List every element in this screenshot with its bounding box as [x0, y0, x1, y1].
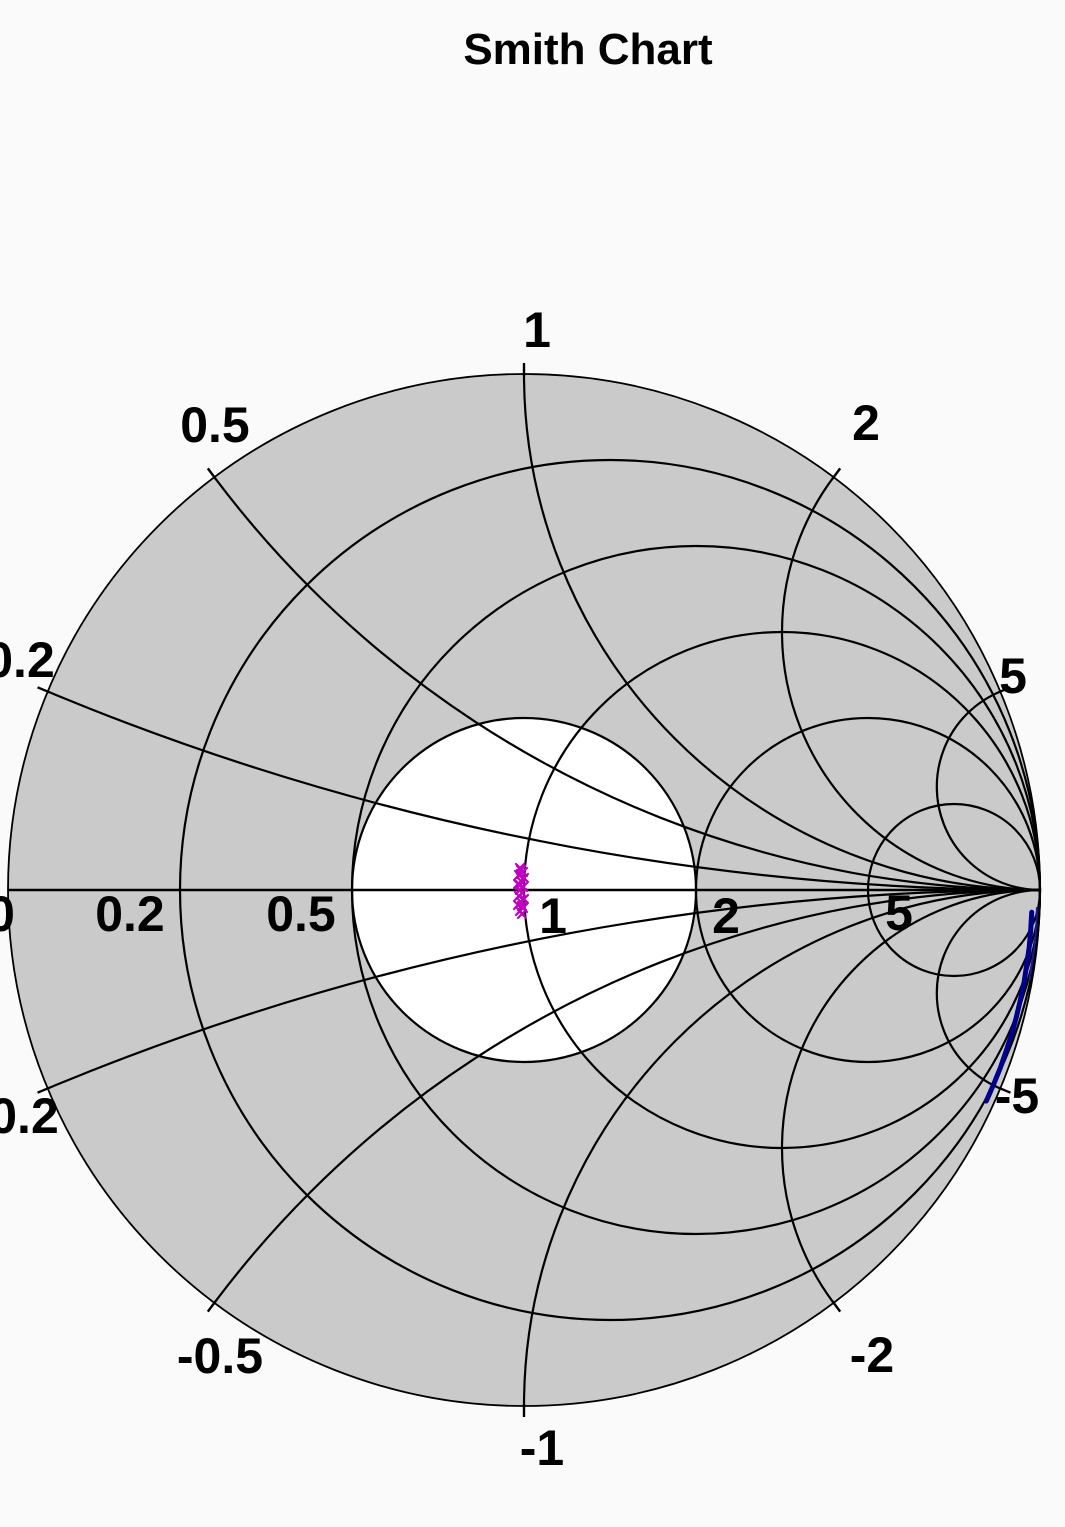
- rim-tick-0.2: [37, 686, 50, 694]
- reactance-label-1: 1: [523, 302, 551, 358]
- reactance-label--2: -2: [850, 1327, 894, 1383]
- reactance-arc-2: [780, 374, 1040, 892]
- resistance-label-2: 2: [712, 888, 740, 944]
- reactance-label--1: -1: [520, 1420, 564, 1476]
- reflective-capacitive-trace-thin: [1028, 907, 1038, 981]
- reflective-capacitive-trace-thin-line: [1028, 907, 1038, 981]
- resistance-label-1: 1: [539, 888, 567, 944]
- rim-tick-0.5: [206, 467, 217, 480]
- label-layer: 0 0.2 0.5 1 2 5 0.2 0.5 1 2 5 0.2 -0.5 -1 -2 -5: [0, 302, 1039, 1476]
- reactance-label--0.5: -0.5: [177, 1328, 263, 1384]
- rim-tick--0.5: [206, 1300, 217, 1313]
- reflective-capacitive-trace-line: [983, 909, 1035, 1104]
- marker-x: [516, 900, 528, 912]
- rim-tick--0.2: [37, 1086, 50, 1094]
- chart-title: Smith Chart: [463, 25, 713, 74]
- reactance-label--0.2: 0.2: [0, 1088, 59, 1144]
- reactance-label-0.2: 0.2: [0, 632, 55, 688]
- reactance-label-0.5: 0.5: [180, 397, 250, 453]
- reactance-arc--2: [780, 888, 1040, 1406]
- reactance-label-2: 2: [852, 395, 880, 451]
- rim-tick--2: [831, 1300, 842, 1313]
- rim-tick--5: [998, 1086, 1011, 1094]
- marker-x: [514, 879, 526, 891]
- marker-x: [515, 868, 527, 880]
- resistance-label-0: 0: [0, 886, 15, 942]
- resistance-label-5: 5: [885, 885, 913, 941]
- reactance-label--5: -5: [995, 1068, 1039, 1124]
- rim-tick-5: [998, 686, 1011, 694]
- trace-layer: [512, 862, 1038, 1104]
- reactance-label-5: 5: [999, 648, 1027, 704]
- marker-x: [516, 908, 528, 920]
- resistance-label-0.2: 0.2: [95, 886, 165, 942]
- reflective-capacitive-trace: [983, 909, 1035, 1104]
- matched-load-cluster: [512, 862, 530, 920]
- resistance-label-0.5: 0.5: [266, 886, 336, 942]
- rim-tick-2: [831, 467, 842, 480]
